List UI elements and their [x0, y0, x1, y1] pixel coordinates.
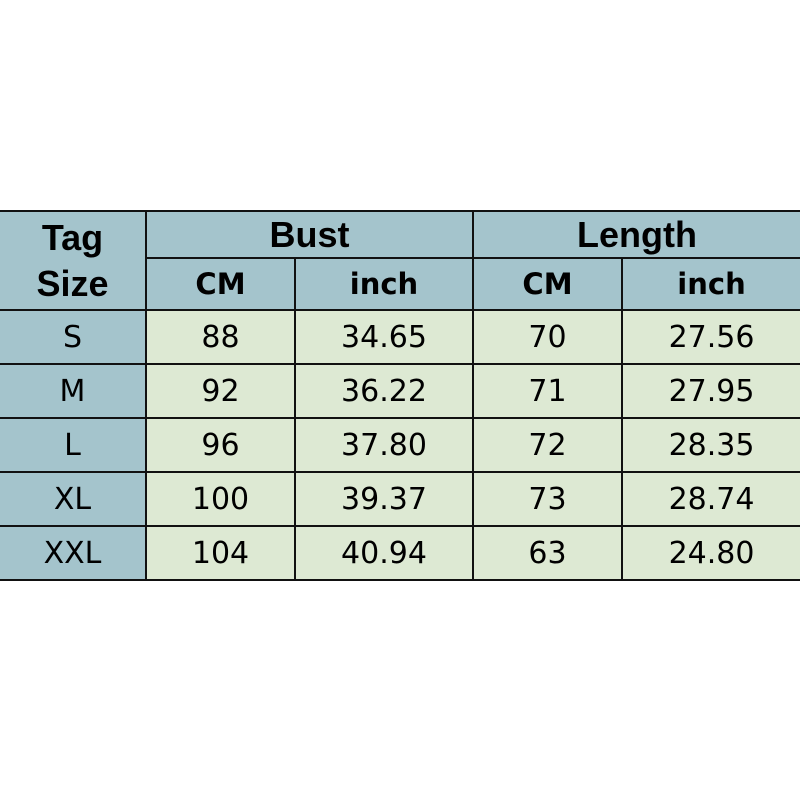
length-header: Length: [471, 210, 800, 259]
bust-cm-cell: 96: [145, 417, 296, 473]
bust-inch-cell: 34.65: [294, 309, 474, 365]
length-cm-cell: 71: [472, 363, 623, 419]
bust-cm-cell: 100: [145, 471, 296, 527]
length-cm-cell: 73: [472, 471, 623, 527]
table-row: M 92 36.22 71 27.95: [0, 363, 800, 419]
length-cm-header: CM: [472, 257, 623, 311]
table-row: XL 100 39.37 73 28.74: [0, 471, 800, 527]
bust-inch-cell: 36.22: [294, 363, 474, 419]
table-row: L 96 37.80 72 28.35: [0, 417, 800, 473]
bust-inch-cell: 37.80: [294, 417, 474, 473]
length-inch-cell: 27.95: [620, 363, 800, 419]
length-cm-cell: 63: [472, 525, 623, 581]
length-inch-cell: 28.74: [620, 471, 800, 527]
bust-header: Bust: [145, 210, 474, 259]
length-inch-cell: 27.56: [620, 309, 800, 365]
size-cell: XL: [0, 471, 147, 527]
bust-inch-header: inch: [294, 257, 474, 311]
length-cm-cell: 72: [472, 417, 623, 473]
bust-cm-cell: 92: [145, 363, 296, 419]
length-cm-cell: 70: [472, 309, 623, 365]
length-inch-cell: 24.80: [620, 525, 800, 581]
size-chart-table: Tag Size Bust Length CM inch CM inch S 88…: [0, 210, 800, 581]
tag-size-header: Tag Size: [0, 210, 147, 311]
size-label: Size: [36, 262, 109, 304]
table-row: XXL 104 40.94 63 24.80: [0, 525, 800, 581]
length-inch-header: inch: [620, 257, 800, 311]
size-cell: L: [0, 417, 147, 473]
size-cell: XXL: [0, 525, 147, 581]
size-cell: M: [0, 363, 147, 419]
bust-inch-cell: 40.94: [294, 525, 474, 581]
bust-inch-cell: 39.37: [294, 471, 474, 527]
bust-cm-cell: 104: [145, 525, 296, 581]
bust-cm-cell: 88: [145, 309, 296, 365]
bust-cm-header: CM: [146, 257, 296, 311]
table-row: S 88 34.65 70 27.56: [0, 309, 800, 365]
size-cell: S: [0, 309, 147, 365]
length-inch-cell: 28.35: [620, 417, 800, 473]
tag-label: Tag: [41, 216, 104, 258]
